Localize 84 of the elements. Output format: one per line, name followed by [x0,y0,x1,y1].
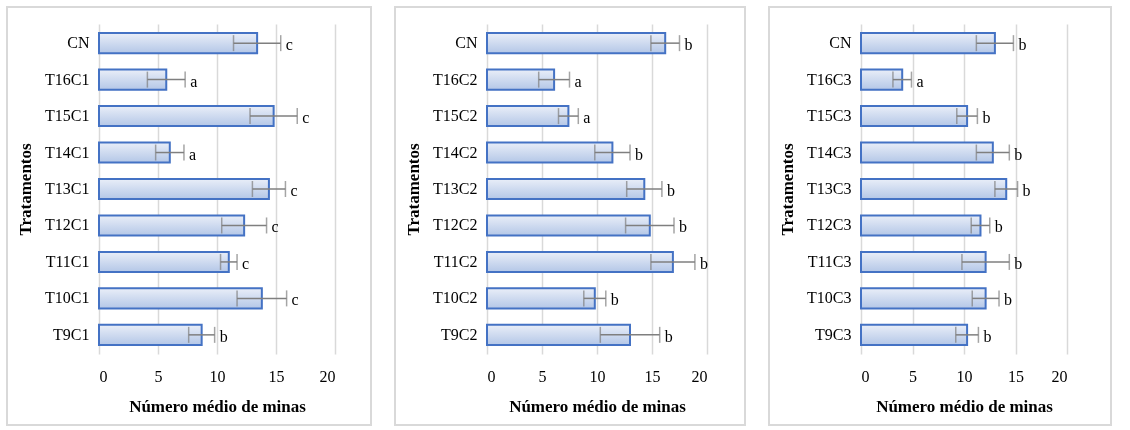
data-label: a [574,72,582,90]
y-tick-label: T14C1 [45,143,90,161]
data-label: b [699,254,708,272]
x-axis-title: Número médio de minas [876,396,1054,416]
y-tick-label: T12C3 [807,216,852,234]
y-tick-label: T14C3 [807,143,852,161]
data-label: a [916,72,924,90]
data-label: b [1022,182,1031,199]
bar [860,68,904,91]
x-tick-label: 10 [589,367,606,385]
x-tick-label: 0 [99,367,108,385]
y-tick-label: T14C2 [433,143,478,161]
y-axis-title: Tratamentos [404,143,424,236]
data-label: b [679,218,687,236]
y-tick-label: CN [455,34,478,52]
y-tick-label: T12C1 [45,216,90,234]
y-tick-label: T12C2 [433,216,478,234]
x-tick-label: 0 [861,367,870,385]
y-tick-label: T9C1 [53,325,90,343]
y-tick-label: T13C2 [433,180,478,197]
bar [860,250,987,273]
data-label: c [290,182,298,199]
data-label: c [302,109,310,127]
y-axis-title: Tratamentos [16,143,36,236]
data-label: b [983,327,992,345]
y-tick-label: T13C3 [807,180,852,197]
x-tick-label: 15 [644,367,661,385]
y-tick-label: T15C1 [45,107,90,125]
y-tick-label: T9C2 [441,325,478,343]
x-tick-label: 5 [538,367,547,385]
data-label: a [583,109,591,127]
x-axis-title: Número médio de minas [509,396,687,416]
bar [860,177,1008,201]
data-label: a [190,72,198,90]
y-axis-title: Tratamentos [778,143,798,236]
y-tick-label: T11C2 [433,252,478,270]
bar [860,287,987,310]
y-tick-label: T10C2 [433,289,478,307]
y-tick-label: CN [829,34,852,52]
x-tick-label: 20 [1051,367,1068,385]
bar [860,214,982,237]
x-tick-label: 10 [209,367,226,385]
data-label: b [610,291,619,309]
y-tick-label: CN [67,34,90,52]
bar [860,141,994,164]
y-tick-label: T11C1 [45,252,90,270]
bar [860,105,969,128]
data-label: b [684,36,693,54]
y-tick-label: T13C1 [45,180,90,197]
y-tick-label: T10C1 [45,289,90,307]
data-label: b [1014,145,1023,163]
x-tick-label: 15 [1008,367,1024,385]
x-tick-label: 5 [909,367,917,385]
bar [860,323,969,346]
y-tick-label: T11C3 [807,252,852,270]
x-tick-label: 5 [154,367,163,385]
data-label: c [285,36,293,54]
data-label: a [188,145,197,163]
y-tick-label: T16C3 [807,70,852,88]
x-tick-label: 20 [691,367,708,385]
y-tick-label: T15C3 [807,107,852,125]
data-label: b [219,327,228,345]
y-tick-label: T16C2 [433,70,478,88]
y-tick-label: T15C2 [433,107,478,125]
y-tick-label: T16C1 [45,70,90,88]
data-label: b [1014,254,1023,272]
x-tick-label: 0 [487,367,496,385]
y-tick-label: T9C3 [815,325,852,343]
x-tick-label: 10 [956,367,973,385]
data-label: b [635,145,643,163]
data-label: c [291,291,299,309]
y-tick-label: T10C3 [807,289,852,307]
x-tick-label: 20 [319,367,336,385]
data-label: b [1004,291,1013,309]
data-label: b [1018,36,1027,54]
data-label: b [982,109,991,127]
x-tick-label: 15 [268,367,285,385]
data-label: c [242,254,250,272]
data-label: b [994,218,1003,236]
data-label: b [664,327,673,345]
x-axis-title: Número médio de minas [129,396,307,416]
data-label: b [666,182,675,199]
bar [860,32,996,55]
data-label: c [271,218,279,236]
